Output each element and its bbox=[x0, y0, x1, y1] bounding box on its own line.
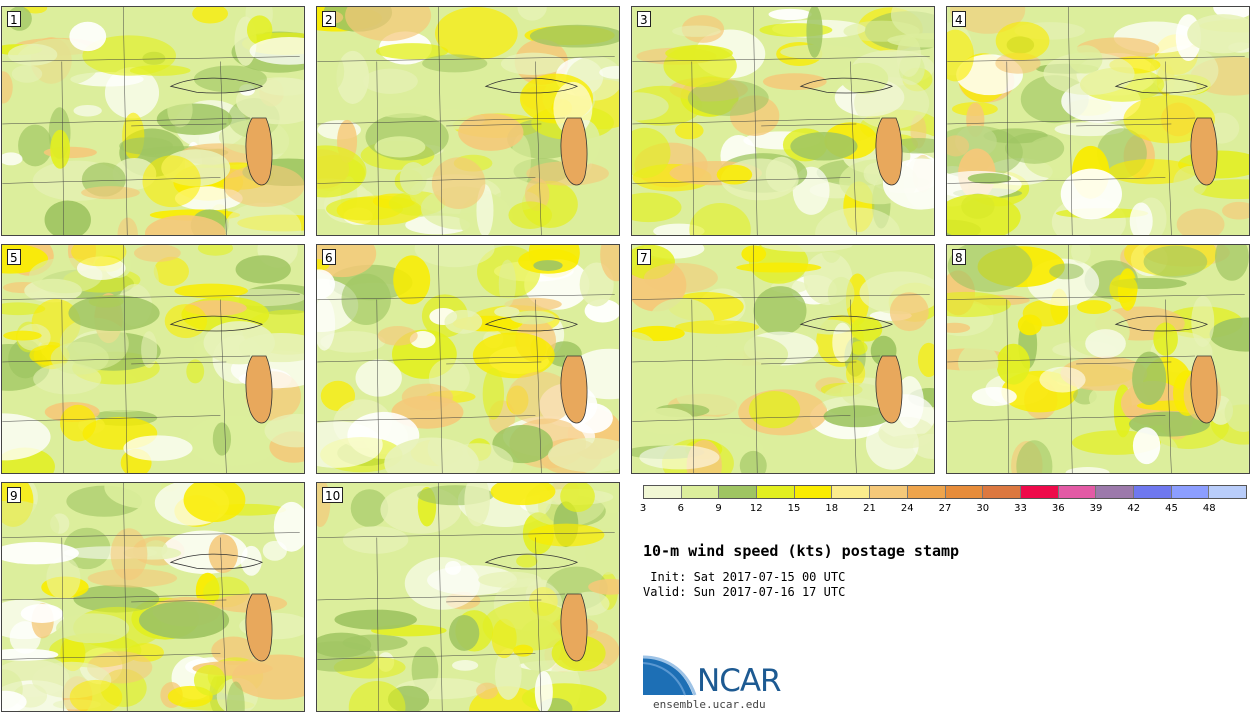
postage-stamp-panel: 7 bbox=[631, 244, 935, 474]
postage-stamp-panel: 10 bbox=[316, 482, 620, 712]
member-label: 10 bbox=[322, 487, 344, 503]
page-title: 10-m wind speed (kts) postage stamp bbox=[643, 542, 960, 560]
colorbar-swatch bbox=[832, 486, 871, 498]
init-time: Init: Sat 2017-07-15 00 UTC bbox=[643, 570, 846, 584]
colorbar-tick-label: 12 bbox=[749, 503, 763, 514]
colorbar-tick-label: 33 bbox=[1014, 503, 1027, 514]
colorbar-tick-label: 30 bbox=[976, 503, 990, 514]
wind-speed-map bbox=[2, 245, 304, 473]
colorbar-tick-label: 6 bbox=[677, 503, 684, 514]
member-label: 9 bbox=[7, 487, 21, 503]
colorbar-tick-label: 18 bbox=[825, 503, 839, 514]
postage-stamp-panel: 9 bbox=[1, 482, 305, 712]
colorbar-swatch bbox=[945, 486, 984, 498]
postage-stamp-panel: 1 bbox=[1, 6, 305, 236]
colorbar-tick-label: 3 bbox=[639, 503, 647, 514]
colorbar bbox=[643, 485, 1247, 499]
colorbar-tick-label: 48 bbox=[1202, 503, 1216, 514]
valid-time: Valid: Sun 2017-07-16 17 UTC bbox=[643, 585, 846, 599]
colorbar-tick-label: 42 bbox=[1127, 503, 1141, 514]
colorbar-tick-label: 24 bbox=[900, 503, 914, 514]
wind-speed-map bbox=[947, 7, 1249, 235]
member-label: 3 bbox=[637, 11, 651, 27]
colorbar-swatch bbox=[1096, 486, 1134, 498]
colorbar-swatch bbox=[1171, 486, 1210, 498]
postage-stamp-panel: 8 bbox=[946, 244, 1250, 474]
member-label: 2 bbox=[322, 11, 336, 27]
wind-speed-map bbox=[632, 245, 934, 473]
logo-url: ensemble.ucar.edu bbox=[653, 698, 766, 711]
wind-speed-map bbox=[317, 483, 619, 711]
member-label: 8 bbox=[952, 249, 966, 265]
colorbar-swatch bbox=[907, 486, 946, 498]
colorbar-tick-label: 9 bbox=[715, 503, 722, 514]
postage-stamp-panel: 5 bbox=[1, 244, 305, 474]
colorbar-swatch bbox=[1133, 486, 1172, 498]
member-label: 6 bbox=[322, 249, 336, 265]
postage-stamp-panel: 2 bbox=[316, 6, 620, 236]
postage-stamp-panel: 3 bbox=[631, 6, 935, 236]
colorbar-tick-label: 45 bbox=[1165, 503, 1178, 514]
colorbar-swatch bbox=[1209, 486, 1246, 498]
member-label: 4 bbox=[952, 11, 966, 27]
colorbar-tick-label: 21 bbox=[863, 503, 876, 514]
colorbar-tick-label: 27 bbox=[938, 503, 952, 514]
wind-speed-map bbox=[947, 245, 1249, 473]
colorbar-swatch bbox=[644, 486, 682, 498]
colorbar-swatch bbox=[983, 486, 1021, 498]
member-label: 5 bbox=[7, 249, 21, 265]
colorbar-swatch bbox=[794, 486, 833, 498]
member-label: 7 bbox=[637, 249, 651, 265]
colorbar-tick-label: 15 bbox=[787, 503, 801, 514]
colorbar-tick-label: 39 bbox=[1089, 503, 1103, 514]
logo-text: NCAR bbox=[697, 663, 782, 699]
member-label: 1 bbox=[7, 11, 21, 27]
wind-speed-map bbox=[2, 483, 304, 711]
postage-stamp-panel: 6 bbox=[316, 244, 620, 474]
colorbar-swatch bbox=[719, 486, 758, 498]
colorbar-swatch bbox=[757, 486, 795, 498]
colorbar-swatch bbox=[870, 486, 908, 498]
colorbar-swatch bbox=[681, 486, 720, 498]
ncar-logo-icon bbox=[643, 655, 697, 696]
colorbar-ticks: 3 6 9 12 15 18 21 24 27 30 33 36 39 42 45 48 bbox=[639, 503, 1247, 517]
colorbar-swatch bbox=[1020, 486, 1059, 498]
postage-stamp-panel: 4 bbox=[946, 6, 1250, 236]
colorbar-swatch bbox=[1058, 486, 1097, 498]
colorbar-tick-label: 36 bbox=[1051, 503, 1065, 514]
wind-speed-map bbox=[317, 245, 619, 473]
wind-speed-map bbox=[317, 7, 619, 235]
wind-speed-map bbox=[632, 7, 934, 235]
wind-speed-map bbox=[2, 7, 304, 235]
